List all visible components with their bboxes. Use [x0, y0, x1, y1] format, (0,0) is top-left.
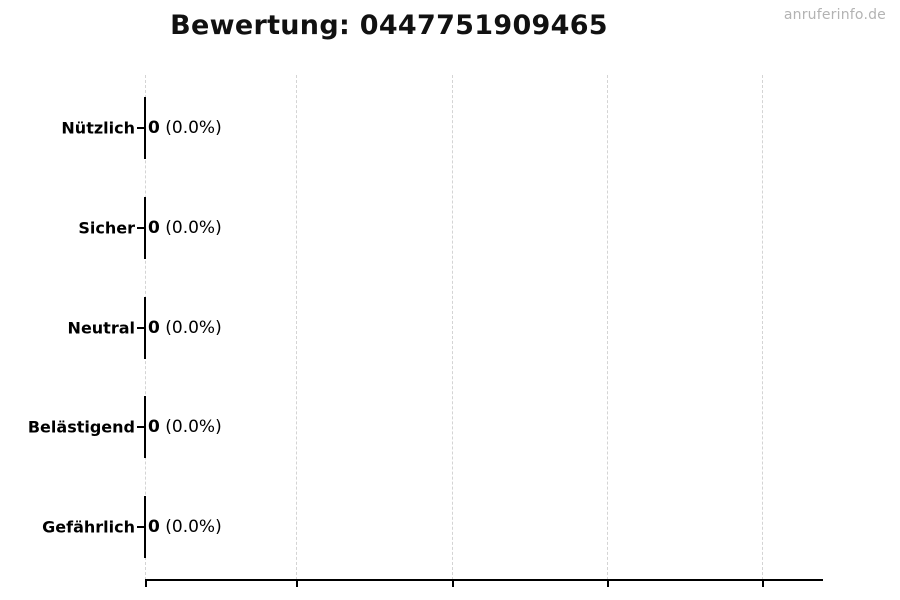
- value-percent: (0.0%): [165, 417, 222, 437]
- category-label: Belästigend: [27, 417, 135, 437]
- x-axis-tick: [762, 581, 764, 587]
- zero-value-bar: [144, 97, 146, 159]
- gridline: [296, 75, 297, 580]
- watermark: anruferinfo.de: [783, 7, 886, 23]
- chart-title: Bewertung: 0447751909465: [170, 10, 608, 41]
- value-annotation: 0 (0.0%): [148, 218, 222, 238]
- bar-row-nuetzlich: Nützlich 0 (0.0%): [0, 97, 900, 159]
- value-count: 0: [148, 417, 160, 437]
- gridline: [607, 75, 608, 580]
- bar-row-neutral: Neutral 0 (0.0%): [0, 297, 900, 359]
- y-axis-tick: [137, 526, 144, 528]
- zero-value-bar: [144, 496, 146, 558]
- x-axis-line: [145, 579, 823, 581]
- value-percent: (0.0%): [165, 318, 222, 338]
- value-percent: (0.0%): [165, 517, 222, 537]
- bar-row-gefaehrlich: Gefährlich 0 (0.0%): [0, 496, 900, 558]
- category-label: Sicher: [78, 218, 135, 238]
- value-percent: (0.0%): [165, 218, 222, 238]
- value-count: 0: [148, 118, 160, 138]
- value-annotation: 0 (0.0%): [148, 118, 222, 138]
- y-axis-tick: [137, 127, 144, 129]
- zero-value-bar: [144, 396, 146, 458]
- category-label: Gefährlich: [42, 517, 135, 537]
- zero-value-bar: [144, 297, 146, 359]
- value-annotation: 0 (0.0%): [148, 417, 222, 437]
- gridline: [762, 75, 763, 580]
- x-axis-tick: [452, 581, 454, 587]
- value-count: 0: [148, 318, 160, 338]
- x-axis-tick: [296, 581, 298, 587]
- value-annotation: 0 (0.0%): [148, 517, 222, 537]
- y-axis-tick: [137, 327, 144, 329]
- zero-value-bar: [144, 197, 146, 259]
- bar-row-belaestigend: Belästigend 0 (0.0%): [0, 396, 900, 458]
- y-axis-tick: [137, 227, 144, 229]
- value-count: 0: [148, 517, 160, 537]
- x-axis-tick: [145, 581, 147, 587]
- value-count: 0: [148, 218, 160, 238]
- y-axis-tick: [137, 426, 144, 428]
- value-percent: (0.0%): [165, 118, 222, 138]
- x-axis-tick: [607, 581, 609, 587]
- gridline: [452, 75, 453, 580]
- category-label: Neutral: [67, 318, 135, 338]
- bar-row-sicher: Sicher 0 (0.0%): [0, 197, 900, 259]
- category-label: Nützlich: [61, 118, 135, 138]
- value-annotation: 0 (0.0%): [148, 318, 222, 338]
